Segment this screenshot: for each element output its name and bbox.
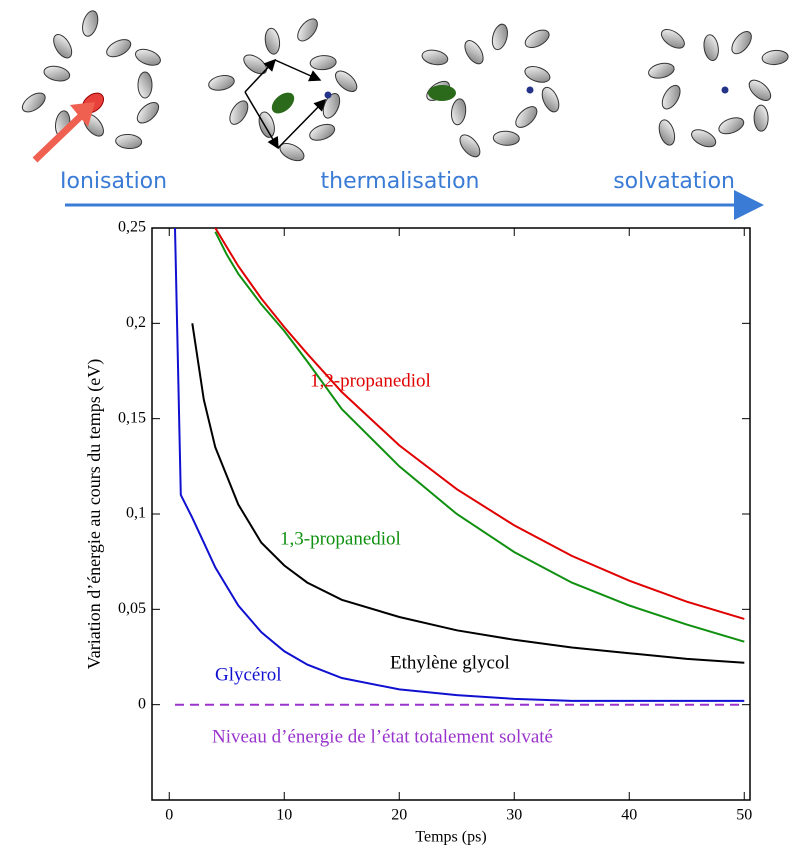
solvent-molecule [541, 86, 560, 113]
series-line [214, 231, 745, 643]
y-tick-label: 0,1 [126, 505, 146, 522]
solvent-molecule [648, 62, 675, 79]
solvent-molecule [459, 134, 481, 158]
trajectory-arrow [244, 58, 277, 93]
solvent-molecule [135, 48, 161, 66]
electron [526, 86, 534, 94]
solvent-molecule [718, 117, 745, 135]
solvent-molecule [491, 23, 508, 51]
solvent-molecule [660, 29, 685, 49]
x-tick-label: 10 [276, 807, 292, 824]
electron [721, 86, 729, 94]
solvent-molecule [82, 10, 99, 37]
series-label: Ethylène glycol [390, 652, 510, 673]
solvent-molecule [208, 75, 235, 91]
plot-frame [151, 227, 751, 801]
solvent-molecule [309, 123, 336, 141]
solvent-molecule [703, 34, 719, 62]
stage-label: solvatation [613, 169, 735, 194]
solvent-molecule [115, 133, 143, 150]
solvent-molecule [753, 104, 769, 132]
y-tick-label: 0,2 [126, 314, 146, 331]
series-label: Glycérol [215, 664, 281, 685]
solvent-molecule [524, 66, 551, 83]
electron [324, 91, 332, 99]
solvent-molecule [492, 130, 520, 146]
y-tick-label: 0,15 [118, 409, 146, 426]
solvent-molecule [661, 84, 681, 110]
molecule-diagram [21, 10, 789, 163]
x-axis-title: Temps (ps) [415, 829, 486, 846]
solvent-molecule [43, 65, 71, 82]
y-axis-title: Variation d’énergie au cours du temps (e… [84, 359, 105, 670]
solvent-molecule [421, 49, 449, 66]
solvent-molecule [243, 54, 268, 75]
trajectory-arrow [244, 91, 279, 150]
solvent-molecule [229, 100, 249, 125]
series-label: 1,2-propanediol [310, 370, 431, 391]
solvent-molecule [53, 34, 73, 59]
stage-label: Ionisation [60, 169, 167, 194]
plot-area [174, 228, 745, 706]
solvent-molecule [137, 71, 153, 99]
trajectory-arrow [274, 59, 322, 82]
y-tick-label: 0 [138, 695, 146, 712]
x-tick-label: 40 [621, 807, 637, 824]
cation [271, 92, 295, 114]
solvent-molecule [731, 31, 752, 55]
solvent-molecule [691, 129, 717, 148]
series-label: 1,3-propanediol [280, 528, 401, 549]
series-line [214, 228, 745, 620]
solvent-molecule [264, 27, 281, 55]
solvent-molecule [464, 40, 484, 65]
x-tick-label: 50 [736, 807, 752, 824]
x-tick-label: 30 [506, 807, 522, 824]
ionizing-arrow [32, 112, 85, 163]
solvent-molecule [335, 70, 358, 92]
solvent-molecule [297, 18, 318, 42]
ionizing-arrow-head [70, 102, 95, 127]
series-line [174, 228, 745, 702]
series-label: Niveau d’énergie de l’état totalement so… [212, 726, 553, 747]
trajectory-arrow [277, 98, 327, 149]
y-tick-label: 0,25 [118, 219, 146, 236]
solvent-molecule [524, 29, 550, 49]
x-tick-label: 0 [165, 807, 173, 824]
solvent-molecule [258, 111, 275, 138]
solvent-molecule [450, 98, 467, 126]
solvent-molecule [515, 106, 538, 128]
x-tick-label: 20 [391, 807, 407, 824]
solvent-molecule [761, 49, 789, 66]
stage-label: thermalisation [321, 169, 480, 194]
solvent-molecule [748, 79, 772, 101]
cation [428, 85, 456, 101]
series-line [191, 323, 745, 664]
solvent-molecule [136, 101, 160, 124]
solvent-molecule [309, 55, 337, 71]
solvent-molecule [21, 92, 46, 113]
solvent-molecule [658, 119, 676, 146]
solvent-molecule [106, 39, 132, 58]
y-tick-label: 0,05 [118, 600, 146, 617]
